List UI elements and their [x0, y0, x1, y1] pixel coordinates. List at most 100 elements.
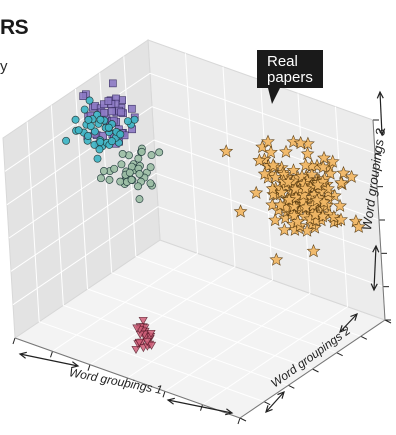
circle-point [135, 170, 144, 178]
subtitle-fragment: y [0, 58, 8, 75]
star-point [298, 158, 313, 172]
callout-line-1: Real [267, 53, 298, 70]
x-axis-arrow-left-head [18, 351, 27, 359]
circle-point [105, 175, 114, 184]
x-tick [87, 364, 91, 371]
axis-edge [372, 119, 386, 321]
x-tick [162, 391, 166, 398]
axis-edge [14, 337, 241, 419]
x-axis-arrow-right-head [166, 397, 175, 405]
star-point [281, 174, 296, 188]
star-point [298, 181, 313, 195]
y-axis-arrow-low-head [265, 405, 273, 414]
star-point [219, 144, 234, 158]
y-tick [263, 401, 271, 406]
square-point [107, 107, 116, 116]
star-point [290, 214, 305, 228]
z-axis-arrow-bottom-head [370, 283, 378, 292]
circle-point [134, 182, 142, 191]
star-point [257, 166, 272, 180]
circle-point [95, 145, 104, 154]
star-point [263, 145, 278, 159]
square-point [104, 97, 113, 105]
circle-point [130, 115, 139, 124]
circle-point [135, 195, 144, 204]
square-point [109, 79, 117, 88]
circle-point [104, 123, 113, 132]
star-point [309, 193, 324, 207]
circle-point [93, 154, 102, 163]
callout-line-2: papers [267, 69, 313, 86]
x-axis-arrow-left-head [71, 361, 80, 369]
triangle-point [134, 338, 145, 347]
axis-arrows [12, 90, 392, 425]
square-point [128, 104, 136, 113]
star-point [351, 219, 366, 233]
axis-edge [239, 319, 386, 419]
circle-point [155, 148, 164, 157]
star-point [310, 177, 325, 192]
z-axis-arrow-bottom [373, 245, 377, 291]
x-tick [50, 351, 53, 358]
x-axis-arrow-left [19, 353, 79, 367]
y-axis-arrow-low [265, 391, 285, 413]
circle-point [127, 175, 136, 184]
x-tick [200, 404, 203, 411]
circle-point [116, 177, 125, 186]
star-point [268, 212, 283, 227]
y-axis-arrow-low-head [277, 390, 285, 399]
circle-point [116, 130, 125, 139]
star-point [295, 169, 309, 183]
z-axis-arrow-bottom-head [372, 244, 380, 253]
circle-point [118, 150, 127, 158]
gridline [135, 255, 362, 337]
star-point [334, 175, 349, 189]
y-tick [384, 319, 392, 324]
circle-point [124, 151, 133, 160]
star-point [344, 169, 359, 183]
y-tick [239, 417, 247, 422]
star-point [334, 212, 348, 226]
circle-point [146, 163, 155, 172]
y-tick [336, 352, 343, 357]
x-tick [237, 417, 241, 425]
circle-point [123, 117, 132, 126]
x-axis-arrow-right [167, 399, 233, 414]
triangle-point [146, 341, 157, 350]
star-point [306, 244, 321, 258]
real-papers-callout: Real papers [257, 50, 323, 104]
circle-point [96, 115, 105, 124]
circle-point [134, 154, 143, 163]
x-tick [125, 377, 128, 385]
star-point [300, 146, 315, 160]
y-tick [360, 335, 368, 340]
star-point [286, 163, 301, 177]
circle-point [85, 96, 94, 105]
circle-point [84, 131, 92, 140]
circle-point [90, 127, 99, 136]
circle-point [117, 160, 126, 169]
triangle-point [132, 324, 142, 333]
star-point [279, 144, 293, 158]
star-point [273, 198, 288, 212]
z-axis-arrow-top-head [376, 90, 384, 99]
square-point [117, 108, 126, 117]
star-point [282, 192, 297, 206]
circle-point [107, 137, 116, 146]
star-point [317, 150, 331, 165]
axis-panes [2, 39, 387, 419]
circle-point [80, 105, 89, 114]
headline-fragment: RS [0, 16, 29, 39]
star-point [274, 185, 289, 199]
star-point [249, 185, 264, 199]
circle-point [146, 179, 155, 188]
star-point [316, 160, 331, 174]
y-tick [288, 384, 295, 389]
star-point [233, 204, 248, 218]
y-axis-arrow-high [339, 313, 358, 333]
circle-point [125, 168, 134, 177]
star-point [325, 154, 340, 168]
star-point [252, 153, 267, 167]
circle-point [74, 126, 83, 135]
